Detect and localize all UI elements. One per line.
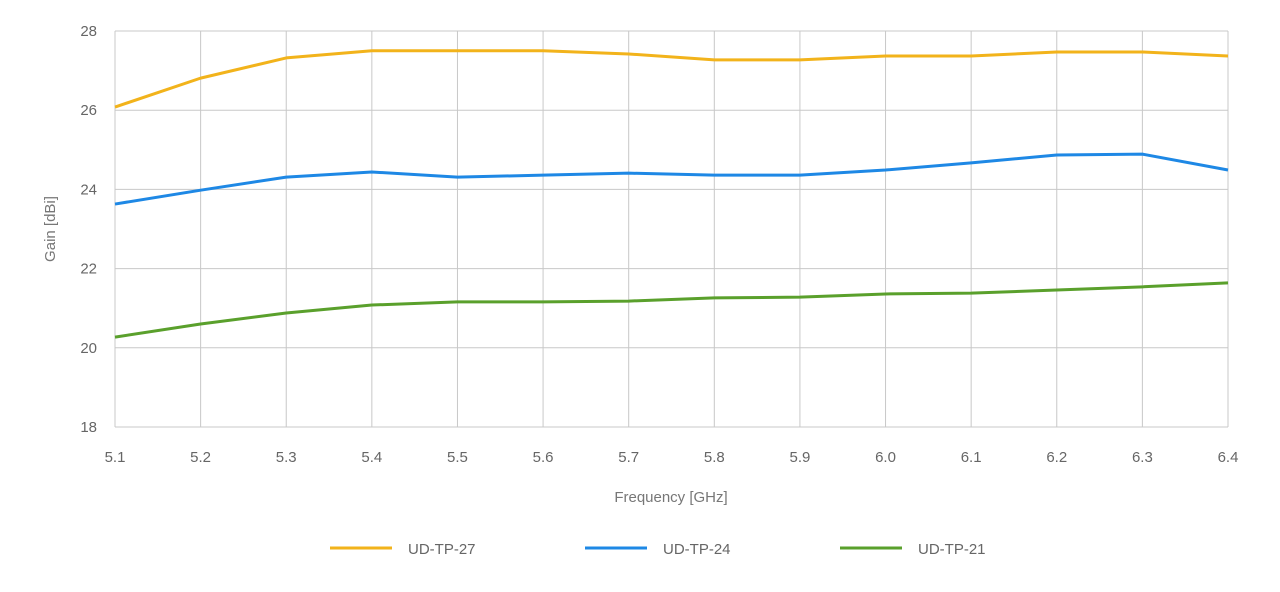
series-lines: [114, 49, 1229, 339]
series-line-ud-tp-21: [114, 281, 1229, 339]
x-tick-label: 6.1: [961, 449, 982, 466]
x-tick-label: 6.2: [1046, 449, 1067, 466]
y-ticks: 18 20 22 24 26 28: [80, 23, 97, 436]
x-tick-label: 5.4: [361, 449, 382, 466]
x-ticks: 5.1 5.2 5.3 5.4 5.5 5.6 5.7 5.8 5.9 6.0 6.1 6.2 6.3 6…: [105, 449, 1239, 466]
y-tick-label: 20: [80, 340, 97, 357]
x-axis-label: Frequency [GHz]: [614, 489, 727, 506]
grid: [114, 30, 1229, 428]
x-tick-label: 5.8: [704, 449, 725, 466]
y-tick-label: 26: [80, 102, 97, 119]
x-tick-label: 5.5: [447, 449, 468, 466]
series-line-ud-tp-27: [114, 49, 1229, 109]
y-axis-label: Gain [dBi]: [42, 196, 59, 262]
x-tick-label: 5.9: [789, 449, 810, 466]
x-tick-label: 5.7: [618, 449, 639, 466]
series-line-ud-tp-24: [114, 152, 1229, 206]
x-tick-label: 6.4: [1218, 449, 1239, 466]
legend-label: UD-TP-27: [408, 541, 476, 558]
y-tick-label: 18: [80, 419, 97, 436]
legend-label: UD-TP-24: [663, 541, 731, 558]
x-tick-label: 6.3: [1132, 449, 1153, 466]
legend: UD-TP-27 UD-TP-24 UD-TP-21: [330, 541, 986, 558]
y-tick-label: 28: [80, 23, 97, 40]
x-tick-label: 6.0: [875, 449, 896, 466]
x-tick-label: 5.2: [190, 449, 211, 466]
x-tick-label: 5.3: [276, 449, 297, 466]
legend-label: UD-TP-21: [918, 541, 986, 558]
y-tick-label: 22: [80, 261, 97, 278]
x-tick-label: 5.6: [533, 449, 554, 466]
y-tick-label: 24: [80, 181, 97, 198]
x-tick-label: 5.1: [105, 449, 126, 466]
